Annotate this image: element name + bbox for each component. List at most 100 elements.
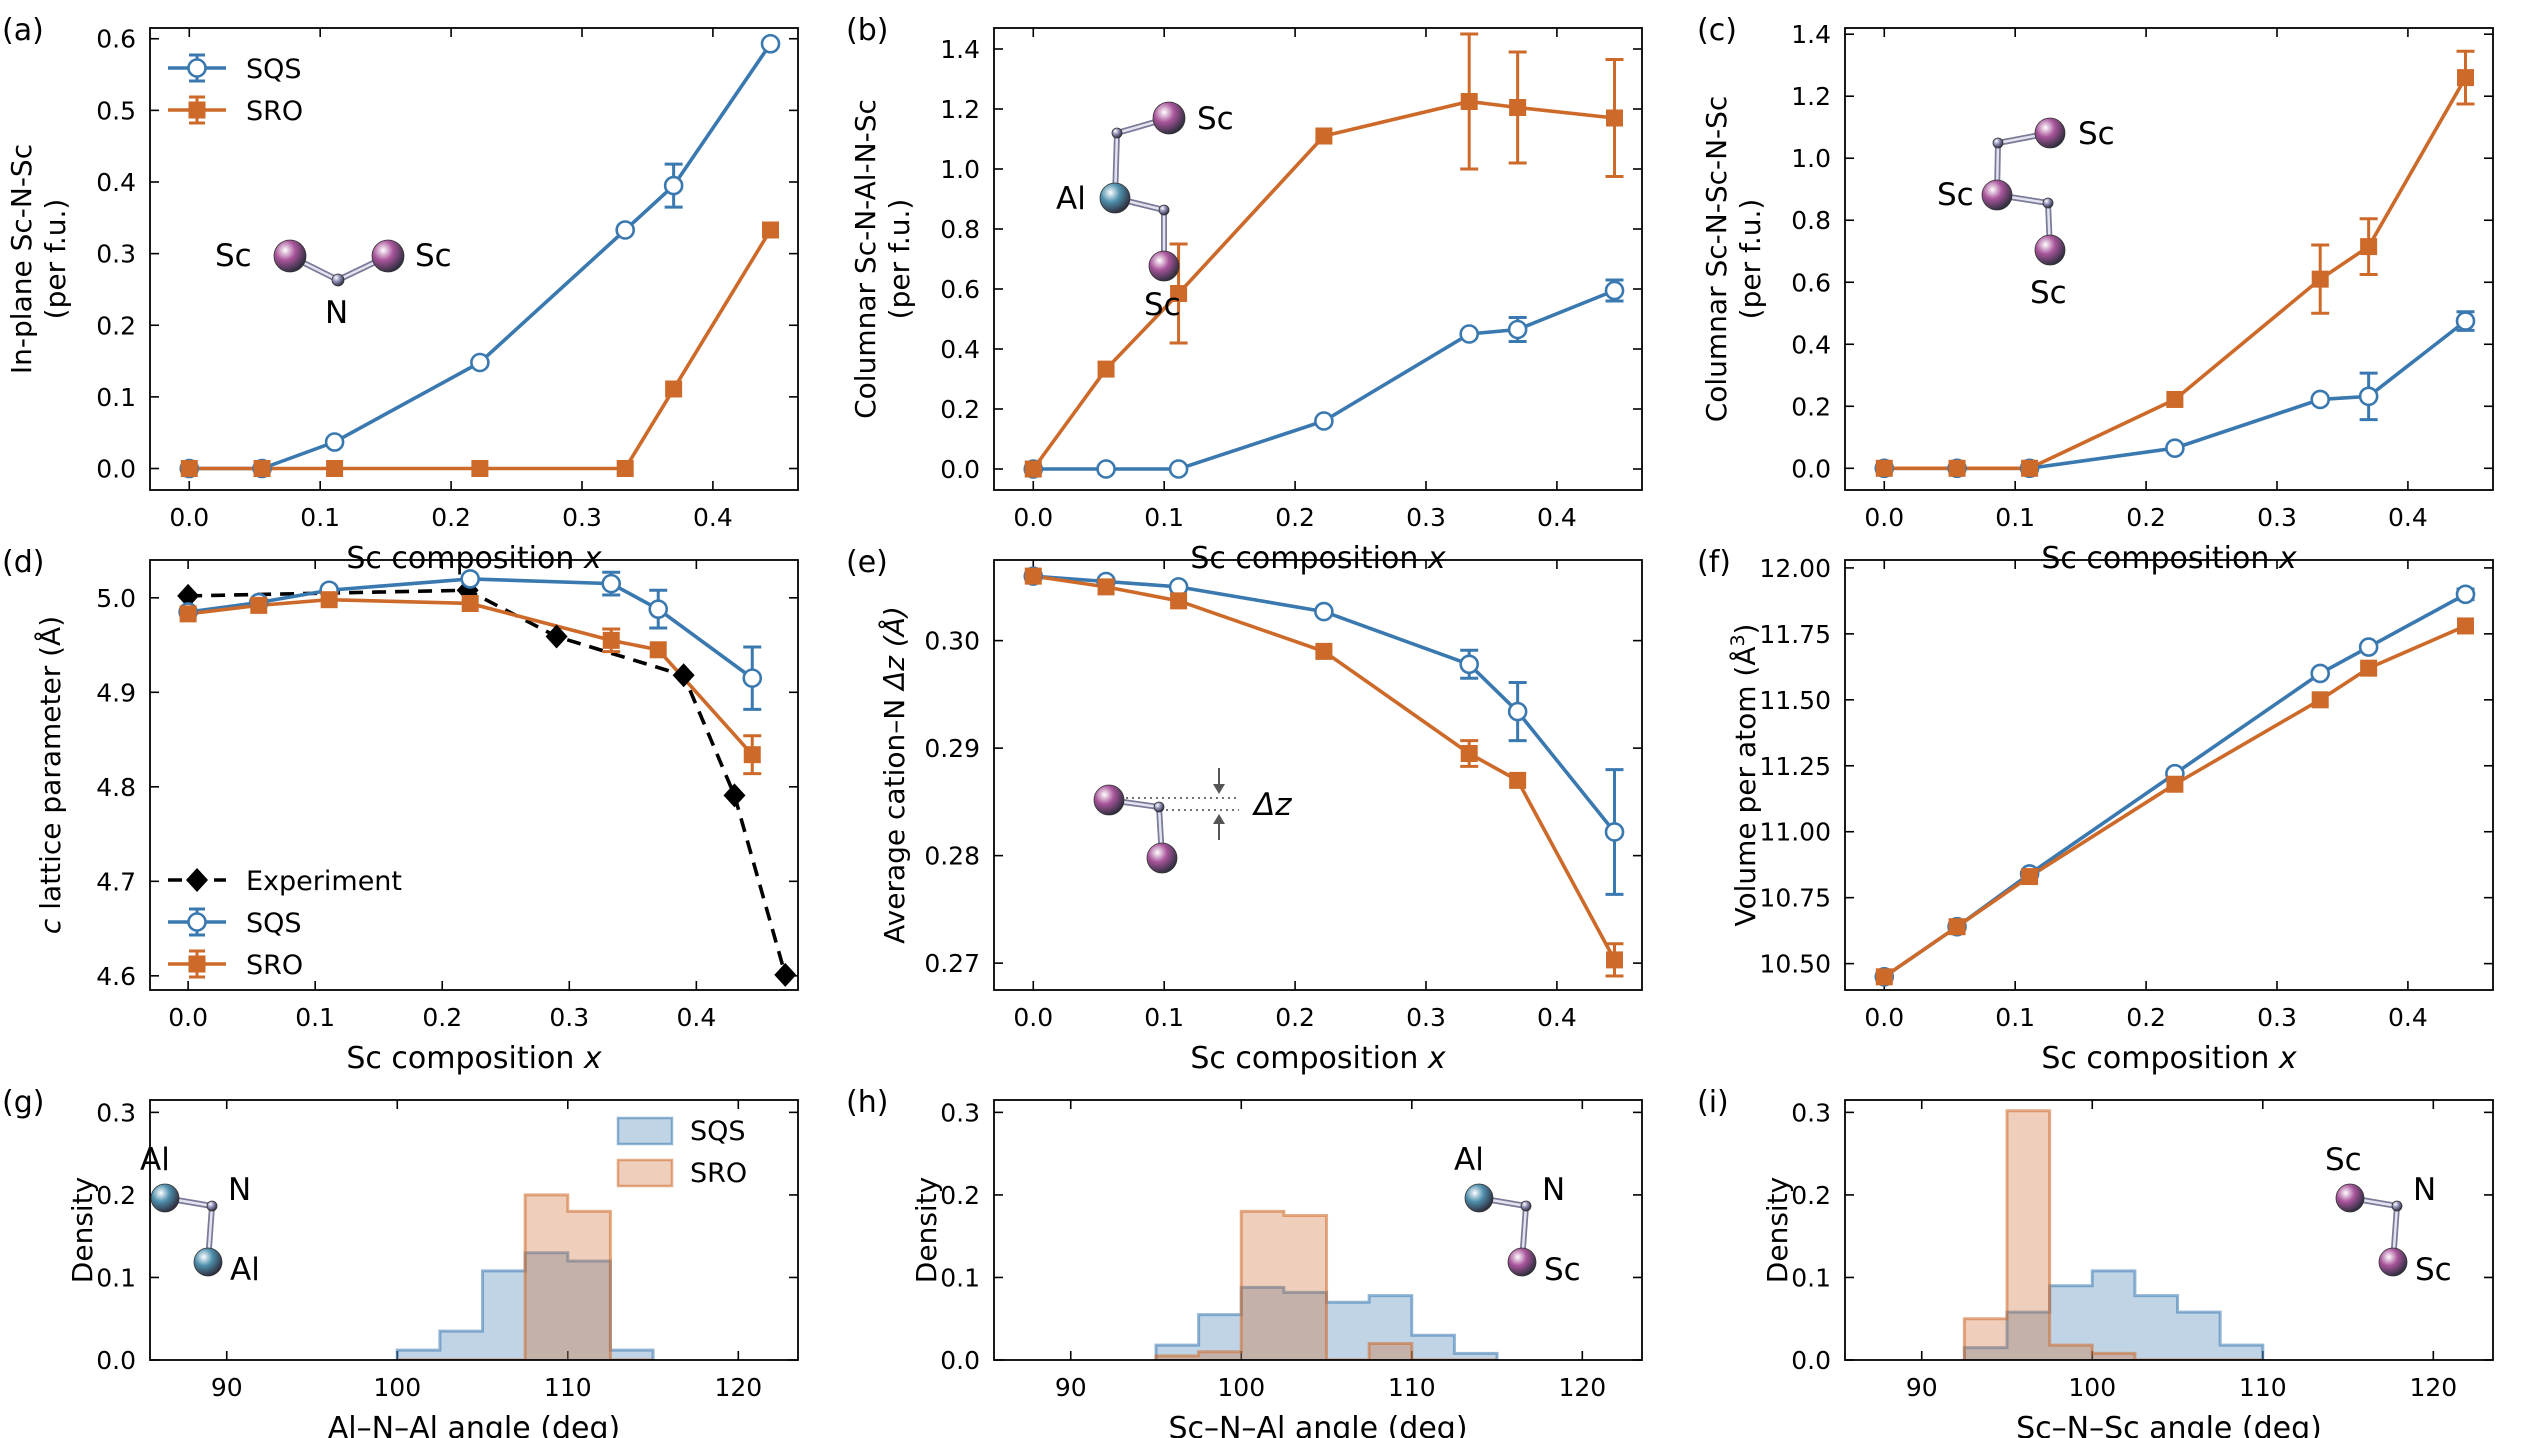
x-axis-label: Sc–N–Sc angle (deg): [2016, 1411, 2322, 1438]
atom-label: Sc: [1144, 287, 1181, 323]
histogram-bar-sqs: [2220, 1345, 2263, 1360]
data-point-sqs: [760, 33, 781, 54]
x-tick-label: 0.1: [1144, 503, 1184, 532]
y-tick-label: 0.8: [940, 215, 980, 244]
x-axis-label: Sc composition x: [2041, 1041, 2297, 1076]
histogram-bar-sqs: [439, 1331, 483, 1360]
y-tick-label: 0.2: [96, 311, 136, 340]
y-axis-label: Volume per atom (Å3): [1727, 623, 1762, 926]
y-tick-label: 0.8: [1791, 206, 1831, 235]
x-tick-label: 0.0: [168, 1003, 208, 1032]
y-tick-label: 1.2: [940, 95, 980, 124]
y-tick-label: 0.3: [96, 1098, 136, 1127]
y-tick-label: 11.25: [1759, 752, 1831, 781]
n-atom: [1992, 137, 2004, 149]
dz-label: Δz: [1252, 787, 1292, 823]
x-axis-label: Al–N–Al angle (deg): [328, 1411, 620, 1438]
histogram-bar-sro: [567, 1211, 611, 1360]
x-axis-label: Sc composition x: [1190, 1041, 1446, 1076]
data-point-sqs: [2165, 438, 2185, 458]
legend-marker-sro: [188, 955, 206, 973]
data-point-sqs: [1168, 459, 1189, 479]
data-point-sro: [2166, 775, 2184, 793]
y-axis-label: (per f.u.): [883, 199, 916, 320]
x-tick-label: 0.4: [693, 503, 733, 532]
x-tick-label: 0.4: [1537, 503, 1577, 532]
n-atom: [331, 273, 345, 287]
x-tick-label: 120: [2409, 1373, 2457, 1402]
legend: SQS SRO: [616, 1116, 747, 1189]
histogram-bar-sro: [2007, 1110, 2050, 1360]
atom-label: Al: [1056, 181, 1086, 217]
x-tick-label: 0.4: [2388, 1003, 2428, 1032]
data-point-sqs: [2310, 389, 2330, 410]
y-axis-label-text: lattice parameter (Å): [33, 616, 67, 919]
x-tick-label: 0.3: [2257, 1003, 2297, 1032]
data-point-sro: [1170, 285, 1188, 302]
data-point-sro: [1509, 99, 1527, 116]
y-axis-label-var: c: [34, 918, 67, 934]
y-axis-label-text: Volume per atom (Å: [1728, 647, 1762, 927]
sc-atom: [1146, 842, 1178, 874]
y-tick-label: 4.8: [96, 773, 136, 802]
legend-swatch-sro: [616, 1158, 674, 1188]
y-axis-label-sup: 3: [1727, 634, 1749, 646]
y-tick-label: 4.9: [96, 678, 136, 707]
data-point-sro: [2311, 270, 2329, 288]
y-tick-label: 0.29: [924, 734, 980, 763]
y-tick-label: 1.0: [940, 155, 980, 184]
n-atom: [1158, 204, 1170, 216]
legend-swatch-sqs: [616, 1116, 674, 1146]
x-tick-label: 0.2: [1275, 503, 1315, 532]
panel-h: (h) 90 100 110 120 0.0 0.1 0.2 0.3 Sc–N–Al angle …: [846, 1085, 1643, 1438]
plot-area: [1023, 32, 1625, 479]
data-point-sro: [1948, 918, 1966, 936]
y-axis-label: (per f.u.): [1734, 199, 1767, 320]
plot-frame: [993, 559, 1643, 991]
data-point-sqs: [1096, 459, 1116, 479]
x-tick-label: 0.4: [676, 1003, 716, 1032]
atom-label: Al: [1454, 1142, 1484, 1178]
y-axis-label: Density: [1761, 1177, 1794, 1283]
y-tick-label: 0.1: [940, 1263, 980, 1292]
histogram-bar-sro: [1198, 1351, 1242, 1360]
sc-atom: [273, 239, 307, 273]
histogram-bar-sqs: [2092, 1270, 2135, 1360]
data-point-experiment: [545, 624, 568, 649]
plot-area: [1874, 584, 2476, 987]
data-point-sqs: [324, 432, 345, 452]
data-point-sro: [2311, 691, 2329, 709]
atom-label: Sc: [1544, 1252, 1581, 1288]
histogram-outline-sqs: [1962, 1269, 2265, 1360]
data-point-sqs: [2310, 663, 2330, 684]
panel-label: (i): [1697, 1085, 1729, 1120]
data-point-sro: [179, 605, 197, 623]
data-point-sqs: [742, 668, 763, 688]
histogram-outline-sro: [1962, 1109, 2263, 1360]
plot-frame: [149, 27, 799, 491]
n-atom: [1153, 801, 1165, 813]
sc-atom: [371, 239, 405, 273]
x-axis-label-text: Sc composition: [346, 1041, 584, 1076]
data-point-sqs: [2358, 386, 2379, 407]
x-axis-label: Sc composition x: [1190, 541, 1446, 576]
panel-d: (d) 0.0 0.1 0.2 0.3 0.4 4.6 4.7 4.8 4.9 5.0 Sc comp…: [2, 545, 799, 1076]
data-point-sqs: [1459, 324, 1479, 344]
atom-label: N: [325, 295, 348, 331]
data-point-sqs: [2455, 584, 2476, 605]
plot-frame: [993, 1099, 1643, 1361]
panel-label: (d): [2, 545, 44, 580]
data-point-sro: [602, 631, 620, 649]
x-tick-label: 0.0: [169, 503, 209, 532]
x-tick-label: 90: [1055, 1373, 1087, 1402]
atom-label: Sc: [2325, 1142, 2362, 1178]
x-tick-label: 0.0: [1864, 503, 1904, 532]
data-point-sro: [253, 460, 271, 478]
y-axis-label: Average cation–N Δz (Å): [877, 606, 911, 944]
y-axis-label-var: Δz (Å): [877, 606, 911, 692]
data-point-sro: [320, 591, 338, 609]
y-tick-label: 0.3: [1791, 1098, 1831, 1127]
x-axis-label-text: Sc composition: [2041, 541, 2279, 576]
series-line-experiment: [188, 588, 788, 976]
